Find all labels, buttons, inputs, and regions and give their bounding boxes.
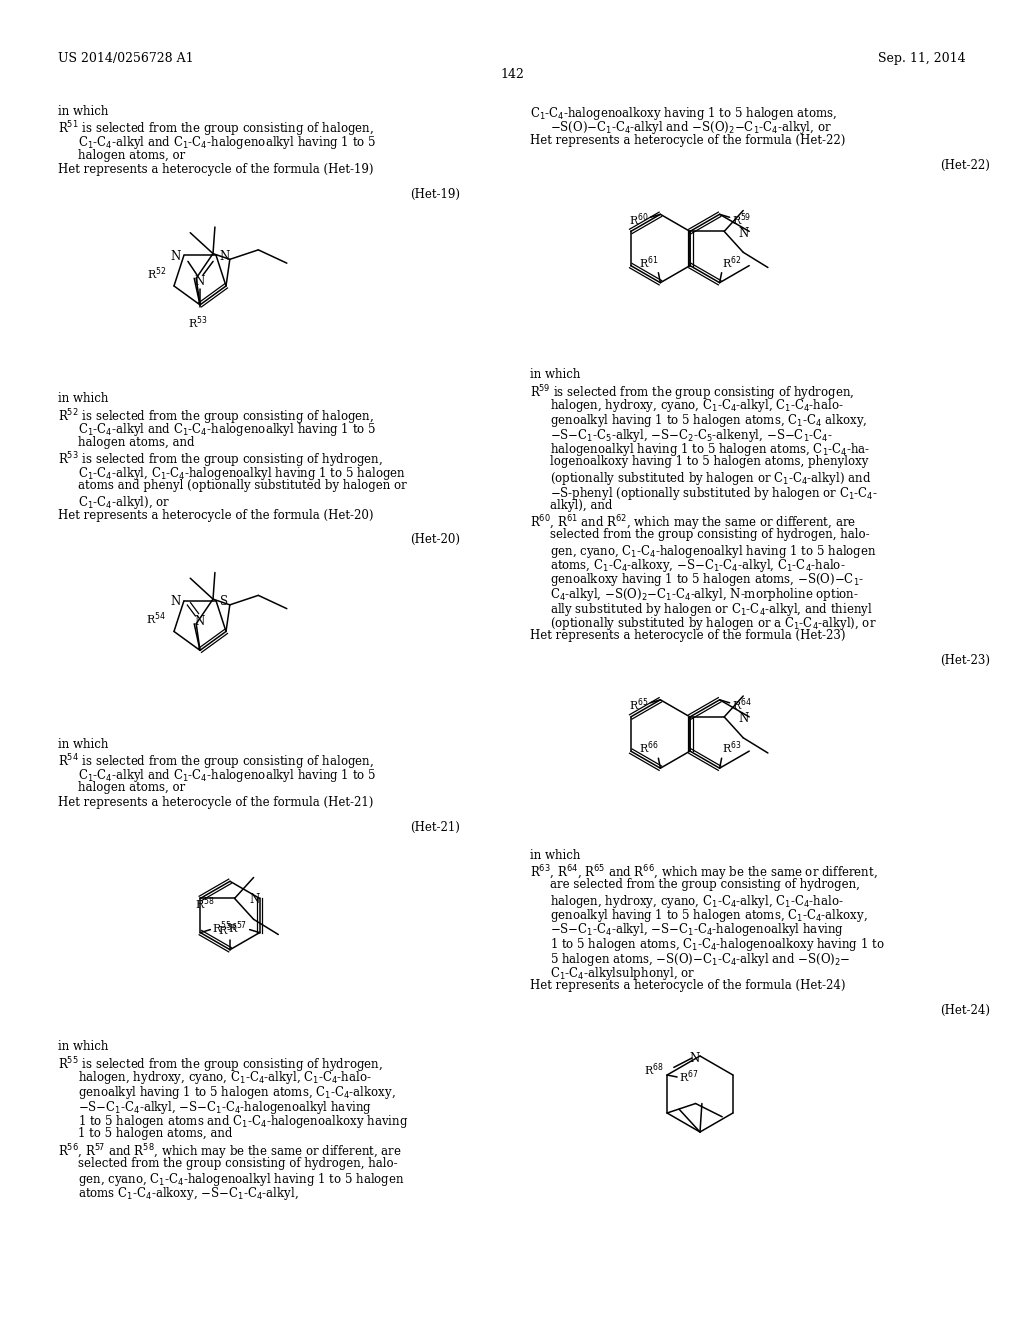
- Text: gen, cyano, C$_1$-C$_4$-halogenoalkyl having 1 to 5 halogen: gen, cyano, C$_1$-C$_4$-halogenoalkyl ha…: [550, 543, 877, 560]
- Text: 1 to 5 halogen atoms, and: 1 to 5 halogen atoms, and: [78, 1127, 232, 1140]
- Text: $\mathsf{-}$S$-$C$_1$-C$_4$-alkyl, $\mathsf{-}$S$-$C$_1$-C$_4$-halogenoalkyl hav: $\mathsf{-}$S$-$C$_1$-C$_4$-alkyl, $\mat…: [550, 921, 844, 939]
- Text: R$^{67}$: R$^{67}$: [679, 1069, 698, 1085]
- Text: R$^{65}$: R$^{65}$: [629, 697, 648, 713]
- Text: R$^{57}$: R$^{57}$: [228, 919, 248, 936]
- Text: R$^{53}$ is selected from the group consisting of hydrogen,: R$^{53}$ is selected from the group cons…: [58, 450, 383, 470]
- Text: halogen atoms, or: halogen atoms, or: [78, 781, 185, 795]
- Text: gen, cyano, C$_1$-C$_4$-halogenoalkyl having 1 to 5 halogen: gen, cyano, C$_1$-C$_4$-halogenoalkyl ha…: [78, 1171, 404, 1188]
- Text: C$_1$-C$_4$-alkyl), or: C$_1$-C$_4$-alkyl), or: [78, 494, 170, 511]
- Text: C$_1$-C$_4$-alkylsulphonyl, or: C$_1$-C$_4$-alkylsulphonyl, or: [550, 965, 695, 982]
- Text: C$_1$-C$_4$-alkyl and C$_1$-C$_4$-halogenoalkyl having 1 to 5: C$_1$-C$_4$-alkyl and C$_1$-C$_4$-haloge…: [78, 421, 376, 438]
- Text: 1 to 5 halogen atoms, C$_1$-C$_4$-halogenoalkoxy having 1 to: 1 to 5 halogen atoms, C$_1$-C$_4$-haloge…: [550, 936, 885, 953]
- Text: N: N: [195, 615, 205, 628]
- Text: R$^{53}$: R$^{53}$: [188, 314, 208, 330]
- Text: N: N: [195, 276, 205, 289]
- Text: R$^{62}$: R$^{62}$: [722, 255, 741, 271]
- Text: $\mathsf{-}$S(O)$-$C$_1$-C$_4$-alkyl and $\mathsf{-}$S(O)$_2$$-$C$_1$-C$_4$-alky: $\mathsf{-}$S(O)$-$C$_1$-C$_4$-alkyl and…: [550, 120, 831, 136]
- Text: R$^{52}$ is selected from the group consisting of halogen,: R$^{52}$ is selected from the group cons…: [58, 407, 374, 426]
- Text: R$^{60}$: R$^{60}$: [629, 211, 648, 227]
- Text: $\mathsf{-}$S$-$C$_1$-C$_5$-alkyl, $\mathsf{-}$S$-$C$_2$-C$_5$-alkenyl, $\mathsf: $\mathsf{-}$S$-$C$_1$-C$_5$-alkyl, $\mat…: [550, 426, 833, 444]
- Text: ally substituted by halogen or C$_1$-C$_4$-alkyl, and thienyl: ally substituted by halogen or C$_1$-C$_…: [550, 601, 872, 618]
- Text: (Het-21): (Het-21): [411, 821, 460, 833]
- Text: R$^{63}$, R$^{64}$, R$^{65}$ and R$^{66}$, which may be the same or different,: R$^{63}$, R$^{64}$, R$^{65}$ and R$^{66}…: [530, 863, 878, 883]
- Text: 142: 142: [500, 69, 524, 81]
- Text: R$^{56}$, R$^{57}$ and R$^{58}$, which may be the same or different, are: R$^{56}$, R$^{57}$ and R$^{58}$, which m…: [58, 1142, 401, 1162]
- Text: Het represents a heterocycle of the formula (Het-21): Het represents a heterocycle of the form…: [58, 796, 374, 809]
- Text: halogen, hydroxy, cyano, C$_1$-C$_4$-alkyl, C$_1$-C$_4$-halo-: halogen, hydroxy, cyano, C$_1$-C$_4$-alk…: [550, 892, 844, 909]
- Text: N: N: [690, 1052, 700, 1064]
- Text: R$^{59}$: R$^{59}$: [731, 211, 751, 227]
- Text: (optionally substituted by halogen or a C$_1$-C$_4$-alkyl), or: (optionally substituted by halogen or a …: [550, 615, 877, 632]
- Text: are selected from the group consisting of hydrogen,: are selected from the group consisting o…: [550, 878, 860, 891]
- Text: R$^{59}$ is selected from the group consisting of hydrogen,: R$^{59}$ is selected from the group cons…: [530, 383, 854, 403]
- Text: Het represents a heterocycle of the formula (Het-20): Het represents a heterocycle of the form…: [58, 508, 374, 521]
- Text: atoms and phenyl (optionally substituted by halogen or: atoms and phenyl (optionally substituted…: [78, 479, 407, 492]
- Text: R$^{55}$: R$^{55}$: [212, 919, 232, 936]
- Text: selected from the group consisting of hydrogen, halo-: selected from the group consisting of hy…: [550, 528, 869, 541]
- Text: in which: in which: [58, 392, 109, 405]
- Text: R$^{68}$: R$^{68}$: [644, 1061, 664, 1077]
- Text: N: N: [171, 249, 181, 263]
- Text: C$_1$-C$_4$-halogenoalkoxy having 1 to 5 halogen atoms,: C$_1$-C$_4$-halogenoalkoxy having 1 to 5…: [530, 106, 838, 121]
- Text: Het represents a heterocycle of the formula (Het-24): Het represents a heterocycle of the form…: [530, 979, 846, 993]
- Text: halogen atoms, and: halogen atoms, and: [78, 436, 195, 449]
- Text: R$^{58}$: R$^{58}$: [195, 895, 215, 912]
- Text: in which: in which: [530, 368, 581, 381]
- Text: 1 to 5 halogen atoms and C$_1$-C$_4$-halogenoalkoxy having: 1 to 5 halogen atoms and C$_1$-C$_4$-hal…: [78, 1113, 409, 1130]
- Text: R$^{54}$: R$^{54}$: [146, 610, 166, 627]
- Text: N: N: [219, 249, 229, 263]
- Text: (Het-24): (Het-24): [940, 1005, 990, 1016]
- Text: US 2014/0256728 A1: US 2014/0256728 A1: [58, 51, 194, 65]
- Text: S: S: [220, 595, 228, 609]
- Text: N: N: [171, 595, 181, 609]
- Text: (Het-20): (Het-20): [410, 533, 460, 546]
- Text: R$^{55}$ is selected from the group consisting of hydrogen,: R$^{55}$ is selected from the group cons…: [58, 1055, 383, 1074]
- Text: Het represents a heterocycle of the formula (Het-19): Het represents a heterocycle of the form…: [58, 162, 374, 176]
- Text: C$_1$-C$_4$-alkyl and C$_1$-C$_4$-halogenoalkyl having 1 to 5: C$_1$-C$_4$-alkyl and C$_1$-C$_4$-haloge…: [78, 767, 376, 784]
- Text: (Het-19): (Het-19): [410, 187, 460, 201]
- Text: C$_4$-alkyl, $\mathsf{-}$S(O)$_2$$-$C$_1$-C$_4$-alkyl, N-morpholine option-: C$_4$-alkyl, $\mathsf{-}$S(O)$_2$$-$C$_1…: [550, 586, 859, 603]
- Text: (optionally substituted by halogen or C$_1$-C$_4$-alkyl) and: (optionally substituted by halogen or C$…: [550, 470, 871, 487]
- Text: halogen atoms, or: halogen atoms, or: [78, 149, 185, 161]
- Text: R$^{61}$: R$^{61}$: [639, 255, 658, 271]
- Text: alkyl), and: alkyl), and: [550, 499, 612, 512]
- Text: 5 halogen atoms, $\mathsf{-}$S(O)$-$C$_1$-C$_4$-alkyl and $\mathsf{-}$S(O)$_2$$-: 5 halogen atoms, $\mathsf{-}$S(O)$-$C$_1…: [550, 950, 851, 968]
- Text: Het represents a heterocycle of the formula (Het-23): Het represents a heterocycle of the form…: [530, 630, 846, 643]
- Text: selected from the group consisting of hydrogen, halo-: selected from the group consisting of hy…: [78, 1156, 397, 1170]
- Text: halogen, hydroxy, cyano, C$_1$-C$_4$-alkyl, C$_1$-C$_4$-halo-: halogen, hydroxy, cyano, C$_1$-C$_4$-alk…: [550, 397, 844, 414]
- Text: atoms, C$_1$-C$_4$-alkoxy, $\mathsf{-}$S$-$C$_1$-C$_4$-alkyl, C$_1$-C$_4$-halo-: atoms, C$_1$-C$_4$-alkoxy, $\mathsf{-}$S…: [550, 557, 846, 574]
- Text: in which: in which: [58, 1040, 109, 1053]
- Text: in which: in which: [58, 738, 109, 751]
- Text: N: N: [738, 713, 749, 726]
- Text: halogenoalkyl having 1 to 5 halogen atoms, C$_1$-C$_4$-ha-: halogenoalkyl having 1 to 5 halogen atom…: [550, 441, 870, 458]
- Text: N: N: [738, 227, 749, 240]
- Text: genoalkyl having 1 to 5 halogen atoms, C$_1$-C$_4$-alkoxy,: genoalkyl having 1 to 5 halogen atoms, C…: [550, 907, 867, 924]
- Text: N: N: [250, 892, 260, 906]
- Text: R$^{54}$ is selected from the group consisting of halogen,: R$^{54}$ is selected from the group cons…: [58, 752, 374, 772]
- Text: (Het-22): (Het-22): [940, 158, 990, 172]
- Text: halogen, hydroxy, cyano, C$_1$-C$_4$-alkyl, C$_1$-C$_4$-halo-: halogen, hydroxy, cyano, C$_1$-C$_4$-alk…: [78, 1069, 372, 1086]
- Text: R$^{60}$, R$^{61}$ and R$^{62}$, which may the same or different, are: R$^{60}$, R$^{61}$ and R$^{62}$, which m…: [530, 513, 856, 533]
- Text: R$^{56}$: R$^{56}$: [218, 921, 238, 937]
- Text: Het represents a heterocycle of the formula (Het-22): Het represents a heterocycle of the form…: [530, 135, 846, 147]
- Text: $\mathsf{-}$S$-$C$_1$-C$_4$-alkyl, $\mathsf{-}$S$-$C$_1$-C$_4$-halogenoalkyl hav: $\mathsf{-}$S$-$C$_1$-C$_4$-alkyl, $\mat…: [78, 1098, 372, 1115]
- Text: logenoalkoxy having 1 to 5 halogen atoms, phenyloxy: logenoalkoxy having 1 to 5 halogen atoms…: [550, 455, 868, 469]
- Text: R$^{66}$: R$^{66}$: [639, 739, 658, 756]
- Text: C$_1$-C$_4$-alkyl and C$_1$-C$_4$-halogenoalkyl having 1 to 5: C$_1$-C$_4$-alkyl and C$_1$-C$_4$-haloge…: [78, 135, 376, 150]
- Text: in which: in which: [58, 106, 109, 117]
- Text: atoms C$_1$-C$_4$-alkoxy, $\mathsf{-}$S$-$C$_1$-C$_4$-alkyl,: atoms C$_1$-C$_4$-alkoxy, $\mathsf{-}$S$…: [78, 1185, 299, 1203]
- Text: R$^{52}$: R$^{52}$: [146, 265, 166, 281]
- Text: genoalkyl having 1 to 5 halogen atoms, C$_1$-C$_4$-alkoxy,: genoalkyl having 1 to 5 halogen atoms, C…: [78, 1084, 395, 1101]
- Text: $\mathsf{-}$S-phenyl (optionally substituted by halogen or C$_1$-C$_4$-: $\mathsf{-}$S-phenyl (optionally substit…: [550, 484, 878, 502]
- Text: (Het-23): (Het-23): [940, 653, 990, 667]
- Text: genoalkoxy having 1 to 5 halogen atoms, $\mathsf{-}$S(O)$-$C$_1$-: genoalkoxy having 1 to 5 halogen atoms, …: [550, 572, 864, 589]
- Text: Sep. 11, 2014: Sep. 11, 2014: [879, 51, 966, 65]
- Text: C$_1$-C$_4$-alkyl, C$_1$-C$_4$-halogenoalkyl having 1 to 5 halogen: C$_1$-C$_4$-alkyl, C$_1$-C$_4$-halogenoa…: [78, 465, 406, 482]
- Text: R$^{51}$ is selected from the group consisting of halogen,: R$^{51}$ is selected from the group cons…: [58, 120, 374, 139]
- Text: R$^{63}$: R$^{63}$: [722, 739, 741, 756]
- Text: in which: in which: [530, 849, 581, 862]
- Text: R$^{64}$: R$^{64}$: [731, 697, 752, 713]
- Text: genoalkyl having 1 to 5 halogen atoms, C$_1$-C$_4$ alkoxy,: genoalkyl having 1 to 5 halogen atoms, C…: [550, 412, 867, 429]
